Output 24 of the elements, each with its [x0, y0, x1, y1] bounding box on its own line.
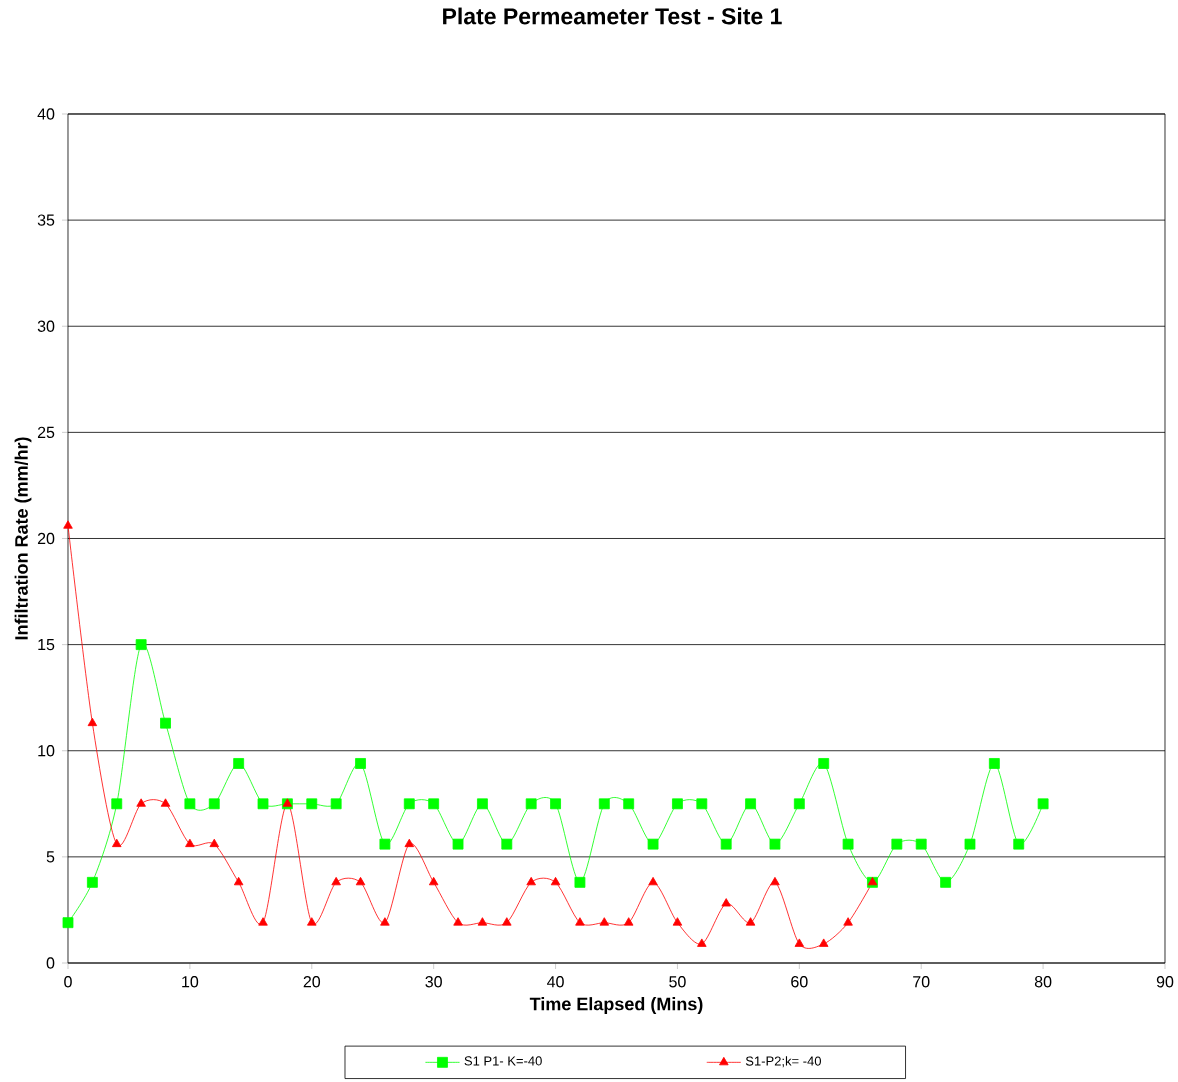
y-tick-label: 20: [37, 532, 55, 545]
x-axis-title: Time Elapsed (Mins): [529, 997, 703, 1014]
y-tick-label: 10: [38, 745, 55, 757]
chart-title: Plate Permeameter Test - Site 1: [443, 7, 782, 25]
y-tick-label: 0: [46, 957, 55, 969]
y-tick-label: 35: [37, 214, 55, 226]
x-tick-label: 80: [1034, 976, 1052, 988]
y-tick-label: 30: [37, 320, 55, 332]
x-tick-label: 0: [64, 976, 72, 988]
x-tick-label: 50: [669, 976, 686, 988]
legend-label: S1-P2;k= -40: [745, 1056, 821, 1068]
y-tick-label: 5: [46, 851, 55, 863]
y-tick-label: 25: [37, 426, 55, 439]
x-tick-label: 70: [913, 976, 930, 988]
legend-label: S1 P1- K=-40: [464, 1056, 542, 1066]
x-tick-label: 40: [547, 976, 564, 988]
x-tick-label: 60: [791, 976, 808, 988]
y-tick-label: 15: [38, 639, 55, 651]
y-tick-label: 40: [37, 108, 55, 120]
y-axis-title: Infiltration Rate (mm/hr): [14, 437, 32, 640]
x-tick-label: 20: [303, 976, 321, 988]
x-tick-label: 10: [182, 976, 199, 988]
x-tick-label: 30: [425, 976, 442, 988]
x-tick-label: 90: [1156, 976, 1174, 988]
